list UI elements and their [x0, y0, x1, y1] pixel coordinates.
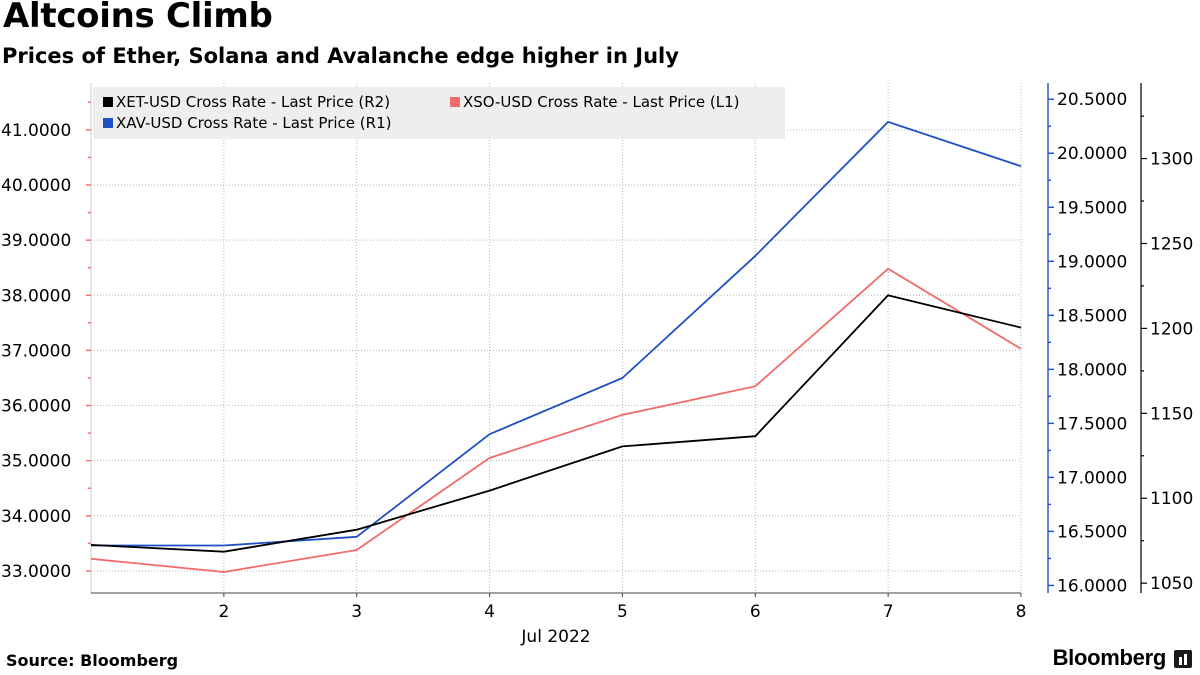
right-axis-1-tick-label: 19.5000: [1057, 198, 1127, 218]
right-axis-1-tick-label: 19.0000: [1057, 252, 1127, 272]
x-axis-tick-label: 5: [617, 602, 628, 622]
right-axis-1-tick-label: 18.0000: [1057, 360, 1127, 380]
right-axis-2-tick-label: 1250: [1150, 234, 1193, 254]
x-axis-tick-label: 6: [750, 602, 761, 622]
right-axis-1-tick-label: 17.5000: [1057, 414, 1127, 434]
legend-swatch-xav: [103, 118, 113, 128]
x-axis-tick-label: 8: [1016, 602, 1027, 622]
right-axis-2-tick-label: 1200: [1150, 319, 1193, 339]
source-note: Source: Bloomberg: [6, 651, 179, 670]
right-axis-1-tick-label: 20.5000: [1057, 90, 1127, 110]
left-axis-tick-label: 37.0000: [1, 341, 71, 361]
left-axis-tick-label: 39.0000: [1, 231, 71, 251]
right-axis-2-tick-label: 1100: [1150, 489, 1193, 509]
x-axis-tick-label: 3: [351, 602, 362, 622]
x-axis-tick-label: 7: [883, 602, 894, 622]
legend-label-xso: XSO-USD Cross Rate - Last Price (L1): [463, 93, 739, 111]
chart-title: Altcoins Climb: [3, 0, 273, 36]
right-axis-2-tick-label: 1300: [1150, 150, 1193, 170]
left-axis-tick-label: 34.0000: [1, 507, 71, 527]
left-axis-tick-label: 38.0000: [1, 286, 71, 306]
right-axis-1-tick-label: 18.5000: [1057, 306, 1127, 326]
left-axis-tick-label: 33.0000: [1, 562, 71, 582]
series-line-xso: [90, 267, 1022, 573]
x-axis-tick-label: 2: [218, 602, 229, 622]
left-axis-tick-label: 36.0000: [1, 397, 71, 417]
legend-swatch-xso: [450, 97, 460, 107]
legend-swatch-xet: [103, 97, 113, 107]
right-axis-1-tick-label: 20.0000: [1057, 144, 1127, 164]
right-axis-1-tick-label: 17.0000: [1057, 468, 1127, 488]
legend: XET-USD Cross Rate - Last Price (R2) XSO-…: [93, 87, 785, 139]
chart-subtitle: Prices of Ether, Solana and Avalanche ed…: [2, 44, 679, 68]
legend-label-xav: XAV-USD Cross Rate - Last Price (R1): [116, 114, 391, 132]
x-axis-label: Jul 2022: [520, 627, 590, 647]
x-axis-tick-label: 4: [484, 602, 495, 622]
legend-label-xet: XET-USD Cross Rate - Last Price (R2): [116, 93, 390, 111]
series-line-xav: [91, 121, 1022, 547]
left-axis-tick-label: 35.0000: [1, 452, 71, 472]
right-axis-1-tick-label: 16.5000: [1057, 522, 1127, 542]
right-axis-2-tick-label: 1050: [1150, 574, 1193, 594]
left-axis-tick-label: 40.0000: [1, 176, 71, 196]
right-axis-1-tick-label: 16.0000: [1057, 576, 1127, 596]
bloomberg-terminal-icon: [1174, 650, 1192, 668]
left-axis-tick-label: 41.0000: [1, 121, 71, 141]
bloomberg-logo: Bloomberg: [1052, 645, 1167, 670]
right-axis-2-tick-label: 1150: [1150, 404, 1193, 424]
legend-background: [93, 87, 785, 139]
series-line-xet: [90, 294, 1022, 553]
